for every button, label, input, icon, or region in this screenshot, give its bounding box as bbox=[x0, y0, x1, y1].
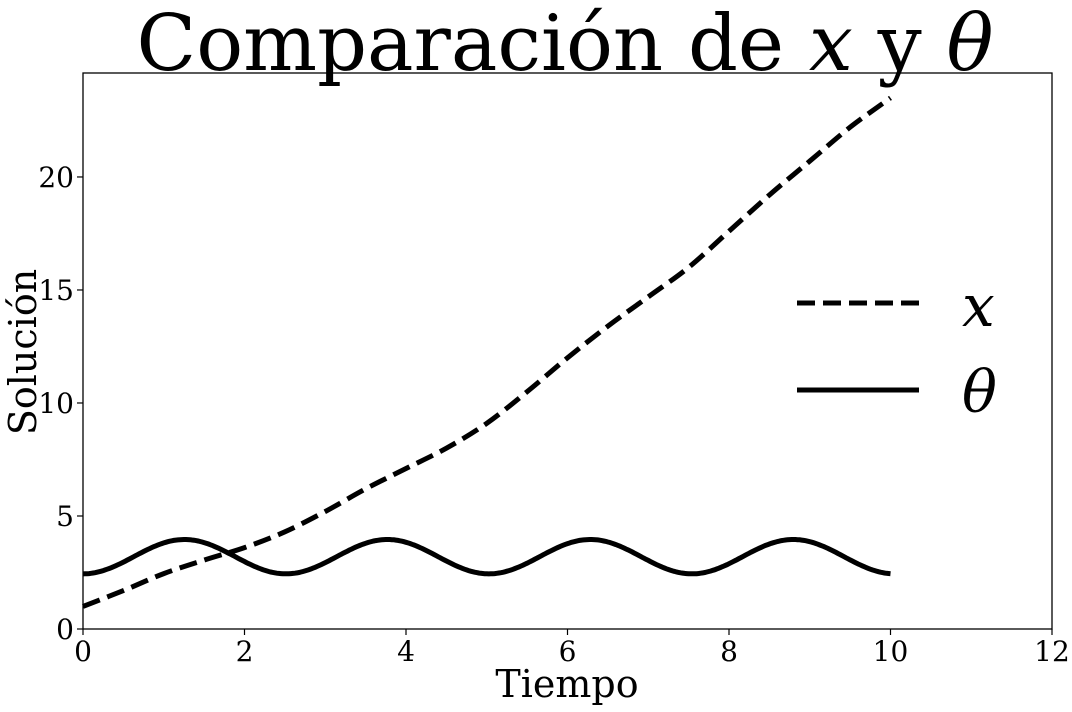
series-x-line bbox=[82, 95, 892, 609]
legend-label-x: x bbox=[962, 272, 995, 340]
chart-title: Comparación de x y θ bbox=[137, 0, 994, 89]
y-tick-label: 20 bbox=[38, 161, 74, 194]
x-tick-label: 12 bbox=[1034, 635, 1070, 668]
x-tick-label: 2 bbox=[236, 635, 254, 668]
y-tick-label: 0 bbox=[56, 613, 74, 646]
series-theta-line bbox=[82, 537, 891, 577]
legend: x θ bbox=[797, 272, 997, 426]
x-tick-label: 8 bbox=[720, 635, 738, 668]
y-tick-label: 5 bbox=[56, 500, 74, 533]
x-tick-label: 0 bbox=[74, 635, 92, 668]
x-tick-label: 6 bbox=[559, 635, 577, 668]
series-layer bbox=[82, 95, 892, 609]
legend-label-theta: θ bbox=[962, 358, 997, 426]
y-tick-label: 15 bbox=[38, 274, 74, 307]
x-axis-label: Tiempo bbox=[495, 662, 638, 706]
x-tick-label: 4 bbox=[397, 635, 415, 668]
x-tick-label: 10 bbox=[873, 635, 909, 668]
y-tick-label: 10 bbox=[38, 387, 74, 420]
y-axis-label: Solución bbox=[1, 269, 45, 435]
ticks-layer: 0 2 4 6 8 10 12 0 5 10 15 20 bbox=[38, 161, 1069, 668]
